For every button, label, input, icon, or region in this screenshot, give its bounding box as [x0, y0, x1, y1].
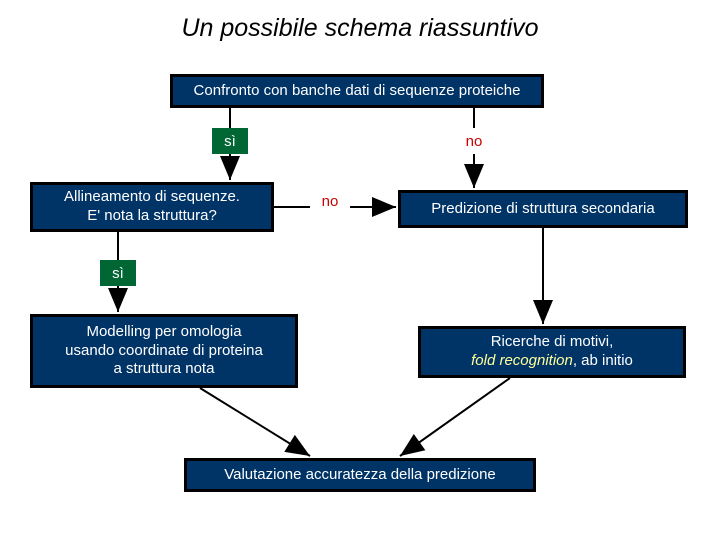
label-text: sì	[224, 133, 236, 150]
node-predizione: Predizione di struttura secondaria	[398, 190, 688, 228]
line1: Ricerche di motivi,	[491, 333, 614, 350]
label-no-2: no	[310, 188, 350, 214]
node-label: Ricerche di motivi, fold recognition, ab…	[471, 333, 633, 371]
label-si-1: sì	[212, 128, 248, 154]
node-label: Modelling per omologia usando coordinate…	[65, 323, 263, 379]
node-label: Predizione di struttura secondaria	[431, 200, 654, 219]
node-label: Allineamento di sequenze. E' nota la str…	[64, 188, 240, 226]
line2-italic: fold recognition	[471, 352, 573, 369]
diagram-title: Un possibile schema riassuntivo	[0, 14, 720, 43]
node-valutazione: Valutazione accuratezza della predizione	[184, 458, 536, 492]
label-text: no	[322, 193, 339, 210]
node-ricerche: Ricerche di motivi, fold recognition, ab…	[418, 326, 686, 378]
node-allineamento: Allineamento di sequenze. E' nota la str…	[30, 182, 274, 232]
node-label: Confronto con banche dati di sequenze pr…	[194, 82, 521, 101]
node-modelling: Modelling per omologia usando coordinate…	[30, 314, 298, 388]
label-no-1: no	[454, 128, 494, 154]
label-text: no	[466, 133, 483, 150]
node-confronto: Confronto con banche dati di sequenze pr…	[170, 74, 544, 108]
arrow	[200, 388, 310, 456]
diagram-stage: Un possibile schema riassuntivo Confront…	[0, 0, 720, 540]
label-text: sì	[112, 265, 124, 282]
label-si-2: sì	[100, 260, 136, 286]
node-label: Valutazione accuratezza della predizione	[224, 466, 496, 485]
line2-rest: , ab initio	[573, 352, 633, 369]
arrow	[400, 378, 510, 456]
